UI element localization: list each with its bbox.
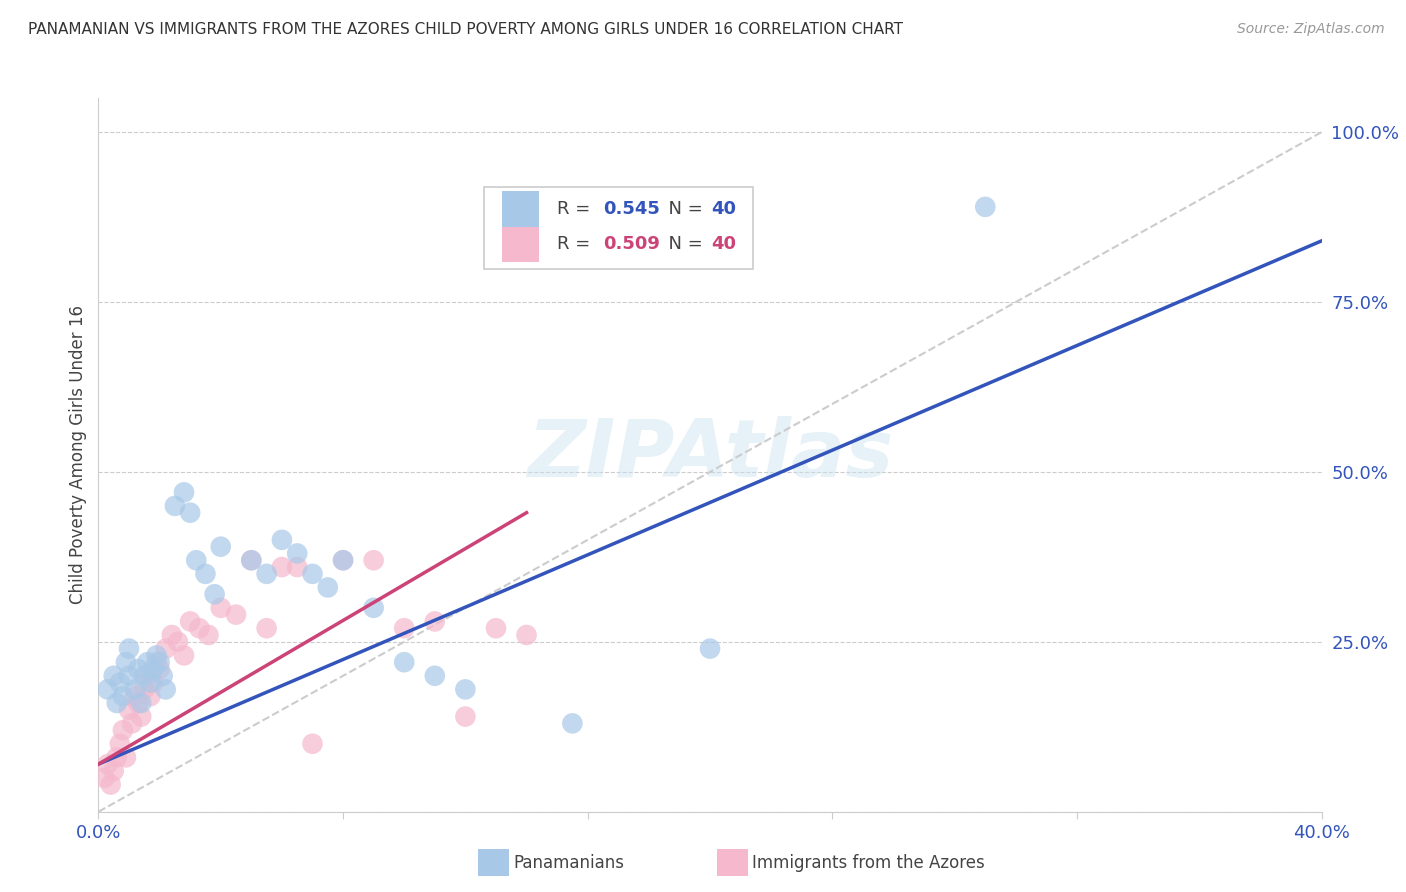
Point: [225, 607, 247, 622]
Point: [127, 696, 149, 710]
Point: [111, 723, 134, 738]
Point: [270, 560, 292, 574]
Point: [136, 655, 159, 669]
Point: [142, 662, 165, 676]
Point: [173, 648, 195, 663]
Point: [124, 682, 146, 697]
Text: ZIPAtlas: ZIPAtlas: [527, 416, 893, 494]
Point: [179, 506, 201, 520]
Point: [173, 485, 195, 500]
Point: [129, 696, 152, 710]
Point: [152, 669, 174, 683]
Point: [392, 655, 416, 669]
Text: 0.545: 0.545: [603, 200, 661, 218]
Point: [155, 641, 177, 656]
Text: N =: N =: [658, 200, 709, 218]
Point: [301, 566, 323, 581]
Point: [118, 641, 141, 656]
Text: R =: R =: [557, 235, 596, 253]
Point: [129, 709, 152, 723]
Text: Panamanians: Panamanians: [513, 854, 624, 871]
Point: [256, 621, 278, 635]
Point: [163, 499, 186, 513]
Point: [149, 655, 172, 669]
Point: [194, 566, 217, 581]
Point: [332, 553, 354, 567]
Point: [316, 581, 339, 595]
Point: [699, 641, 721, 656]
Point: [108, 675, 131, 690]
Point: [392, 621, 416, 635]
Point: [423, 669, 446, 683]
Point: [105, 750, 128, 764]
Point: [240, 553, 263, 567]
Point: [93, 771, 115, 785]
Point: [186, 553, 208, 567]
Point: [240, 553, 263, 567]
Point: [179, 615, 201, 629]
Point: [285, 560, 308, 574]
Text: N =: N =: [658, 235, 709, 253]
Point: [209, 540, 232, 554]
FancyBboxPatch shape: [484, 187, 752, 269]
Point: [105, 696, 128, 710]
Point: [149, 662, 172, 676]
Point: [115, 750, 138, 764]
Point: [561, 716, 583, 731]
Point: [97, 682, 120, 697]
Point: [301, 737, 323, 751]
Point: [256, 566, 278, 581]
Point: [97, 757, 120, 772]
Point: [103, 764, 125, 778]
Point: [155, 682, 177, 697]
Point: [124, 689, 146, 703]
Point: [485, 621, 508, 635]
Point: [197, 628, 219, 642]
Text: PANAMANIAN VS IMMIGRANTS FROM THE AZORES CHILD POVERTY AMONG GIRLS UNDER 16 CORR: PANAMANIAN VS IMMIGRANTS FROM THE AZORES…: [28, 22, 903, 37]
Text: 0.509: 0.509: [603, 235, 661, 253]
Text: Immigrants from the Azores: Immigrants from the Azores: [752, 854, 986, 871]
Point: [332, 553, 354, 567]
Text: R =: R =: [557, 200, 596, 218]
Point: [121, 716, 143, 731]
Point: [118, 703, 141, 717]
Point: [142, 675, 165, 690]
Point: [115, 655, 138, 669]
Point: [516, 628, 538, 642]
Point: [139, 689, 162, 703]
Point: [136, 669, 159, 683]
Text: 40: 40: [711, 235, 737, 253]
Point: [108, 737, 131, 751]
FancyBboxPatch shape: [502, 227, 538, 262]
Point: [363, 600, 385, 615]
Point: [100, 778, 122, 792]
Point: [139, 675, 162, 690]
FancyBboxPatch shape: [502, 191, 538, 227]
Point: [118, 669, 141, 683]
Point: [209, 600, 232, 615]
Point: [454, 682, 477, 697]
Point: [188, 621, 211, 635]
Point: [160, 628, 183, 642]
Point: [103, 669, 125, 683]
Point: [167, 635, 190, 649]
Point: [285, 546, 308, 560]
Point: [145, 655, 167, 669]
Point: [204, 587, 226, 601]
Point: [974, 200, 997, 214]
Point: [363, 553, 385, 567]
Point: [134, 682, 156, 697]
Point: [127, 662, 149, 676]
Point: [134, 669, 156, 683]
Point: [111, 689, 134, 703]
Point: [423, 615, 446, 629]
Point: [270, 533, 292, 547]
Point: [145, 648, 167, 663]
Y-axis label: Child Poverty Among Girls Under 16: Child Poverty Among Girls Under 16: [69, 305, 87, 605]
Text: 40: 40: [711, 200, 737, 218]
Text: Source: ZipAtlas.com: Source: ZipAtlas.com: [1237, 22, 1385, 37]
Point: [454, 709, 477, 723]
